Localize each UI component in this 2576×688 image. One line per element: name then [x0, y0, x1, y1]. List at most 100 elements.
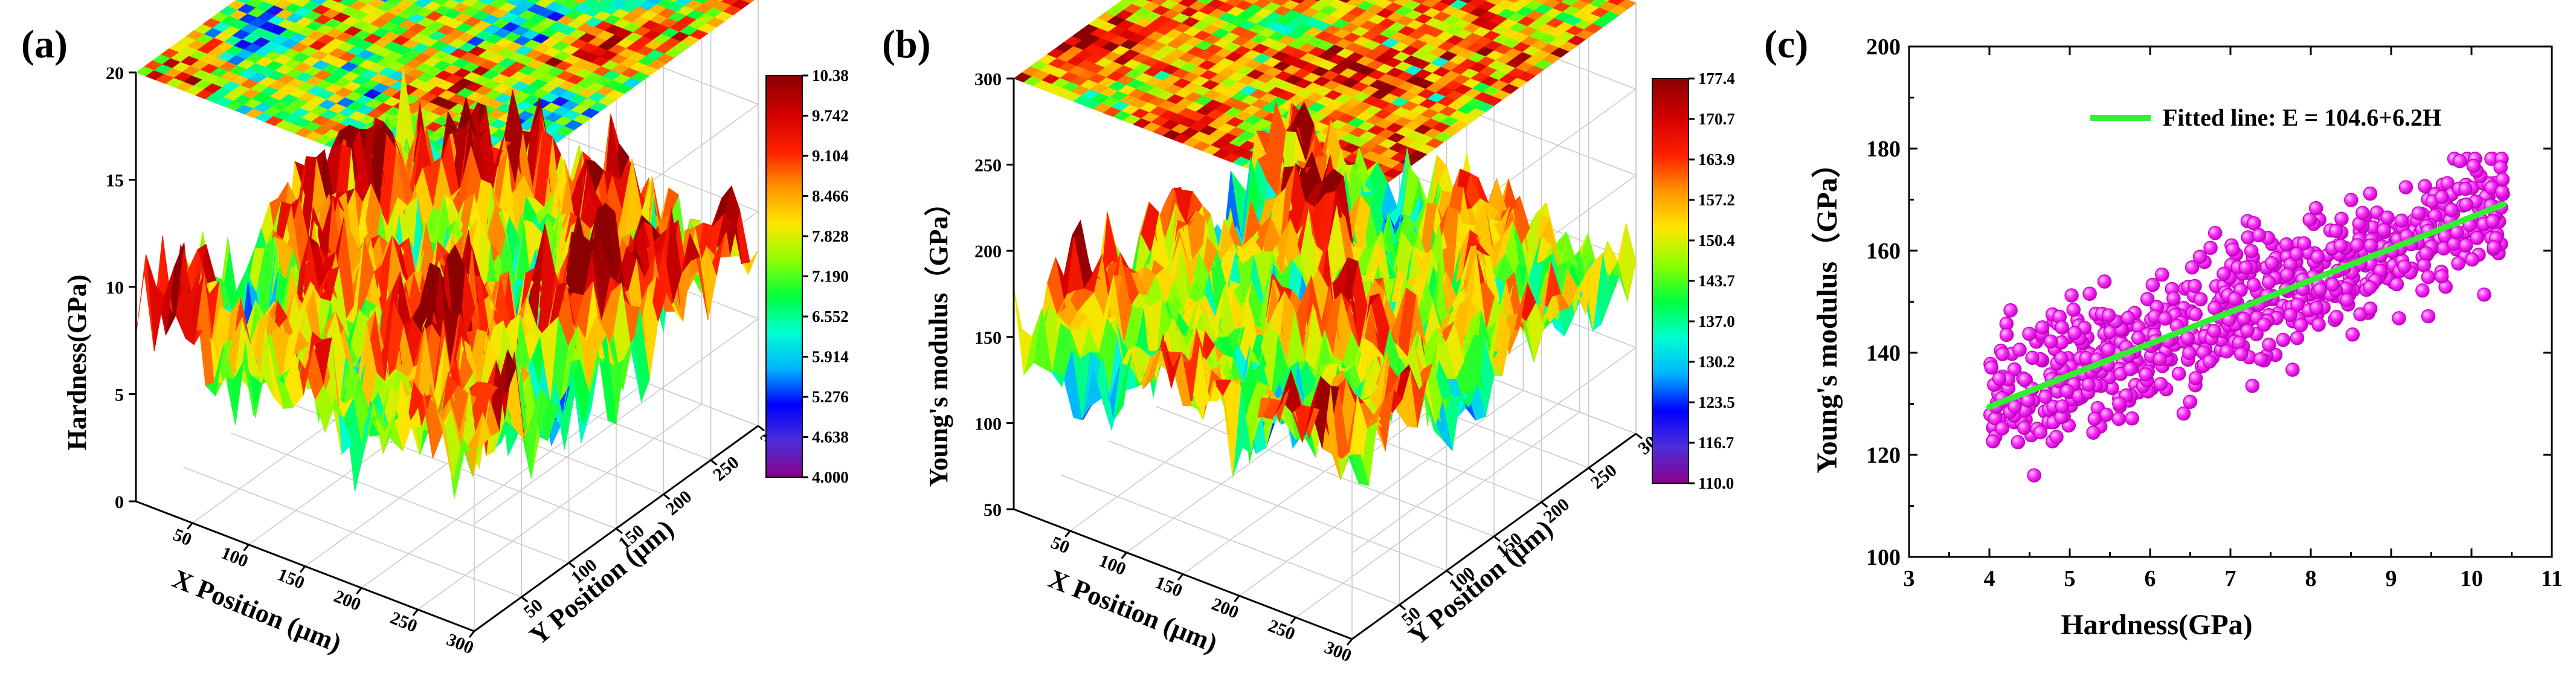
x-tick-label: 50 — [1048, 532, 1072, 558]
colorbar-label: 6.552 — [812, 307, 849, 326]
projection-cell — [693, 0, 709, 4]
z-tick-label: 15 — [106, 171, 124, 191]
x-tick — [1290, 617, 1296, 625]
colorbar-label: 150.4 — [1698, 231, 1735, 249]
x-tick — [187, 522, 193, 530]
data-point — [2097, 274, 2112, 289]
projection-cell — [259, 0, 267, 2]
x-tick — [299, 565, 306, 573]
colorbar-label: 110.0 — [1698, 474, 1734, 492]
projection-cell — [549, 0, 556, 2]
data-point — [2389, 277, 2404, 292]
colorbar-label: 4.000 — [812, 468, 849, 486]
panel-a-y-axis-title: Y Position (μm) — [524, 513, 679, 651]
x-tick — [356, 587, 362, 595]
projection-cell — [553, 0, 572, 6]
z-tick-label: 250 — [974, 156, 1002, 176]
panel-b-z-axis-title: Young's modulus（GPa） — [924, 190, 953, 487]
colorbar-label: 9.742 — [812, 107, 849, 125]
x-tick — [468, 631, 475, 638]
colorbar-label: 177.4 — [1698, 69, 1735, 88]
projection-cell — [431, 0, 450, 5]
panel-b-colorbar: 177.4 170.7 163.9 157.2 150.4 143.7 137.0 130.2… — [1652, 69, 1735, 492]
data-point — [2155, 267, 2169, 282]
x-tick-label: 50 — [170, 524, 195, 550]
panel-b: (b) 501001502002503005010015020025030050… — [882, 0, 1735, 666]
colorbar-label: 137.0 — [1698, 312, 1735, 330]
projection-cell — [404, 0, 419, 4]
data-point — [2285, 362, 2300, 377]
colorbar-label: 7.190 — [812, 268, 849, 286]
z-tick-label: 20 — [106, 63, 124, 83]
data-point — [2415, 283, 2430, 298]
projection-cell — [476, 0, 480, 1]
projection-cell — [500, 0, 511, 3]
panel-c-label: (c) — [1764, 22, 1808, 66]
x-tick — [1064, 530, 1071, 538]
colorbar-label: 4.638 — [812, 428, 849, 446]
x-tick — [1234, 595, 1240, 603]
panel-b-surface — [1013, 101, 1637, 486]
z-tick-label: 200 — [974, 242, 1002, 262]
projection-cell — [452, 0, 465, 4]
colorbar-label: 8.466 — [812, 187, 849, 205]
panel-b-label: (b) — [882, 22, 931, 66]
panel-a-label: (a) — [21, 22, 68, 66]
x-tick — [1177, 573, 1184, 581]
data-point — [2245, 379, 2260, 393]
projection-cell — [717, 0, 724, 2]
projection-cell — [428, 0, 435, 2]
data-point — [2363, 186, 2378, 201]
colorbar-gradient — [765, 75, 803, 478]
colorbar-label: 143.7 — [1698, 272, 1735, 290]
projection-cell — [478, 0, 495, 5]
projection-cell — [620, 0, 633, 3]
colorbar-label: 123.5 — [1698, 393, 1735, 411]
projection-cell — [597, 0, 602, 2]
projection-cell — [332, 0, 343, 3]
x-tick — [1121, 551, 1127, 559]
projection-cell — [721, 0, 739, 6]
data-point — [2125, 411, 2139, 426]
panel-a-surface — [135, 67, 759, 499]
z-tick-label: 150 — [974, 328, 1002, 348]
x-tick — [412, 609, 419, 617]
z-tick-label: 100 — [974, 414, 1002, 434]
colorbar-gradient — [1652, 78, 1689, 484]
projection-cell — [308, 0, 313, 1]
projection-cell — [385, 0, 404, 6]
surface-facet — [1617, 223, 1637, 302]
colorbar-label: 10.38 — [812, 66, 849, 85]
projection-cell — [669, 0, 678, 2]
data-point — [2398, 180, 2413, 195]
projection-cell — [283, 0, 298, 4]
colorbar-label: 163.9 — [1698, 150, 1735, 169]
panel-b-y-axis-title: Y Position (μm) — [1403, 513, 1558, 651]
colorbar-label: 116.7 — [1698, 434, 1734, 452]
z-tick-label: 0 — [115, 492, 124, 512]
projection-cell — [311, 0, 328, 5]
projection-cell — [380, 0, 389, 2]
projection-cell — [573, 0, 587, 4]
projection-cell — [674, 0, 694, 7]
panel-a: (a) 051015205010015020025030050100150200… — [21, 0, 849, 658]
panel-a-z-axis-title: Hardness(GPa) — [62, 275, 92, 451]
projection-cell — [264, 0, 283, 6]
x-tick — [1346, 638, 1353, 646]
data-point — [2183, 394, 2198, 410]
data-point — [2022, 326, 2037, 341]
projection-cell — [357, 0, 374, 5]
z-tick-label: 300 — [974, 69, 1002, 89]
colorbar-label: 5.914 — [812, 348, 849, 366]
x-tick — [243, 544, 250, 551]
projection-cell — [599, 0, 617, 5]
projection-cell — [741, 0, 755, 4]
projection-cell — [236, 0, 252, 4]
colorbar-label: 5.276 — [812, 388, 849, 406]
data-point — [2290, 330, 2305, 346]
panel-a-colorbar: 10.38 9.742 9.104 8.466 7.828 7.190 6.552 5.914… — [765, 66, 849, 486]
z-tick-label: 5 — [115, 385, 124, 405]
z-tick-label: 50 — [984, 500, 1002, 520]
